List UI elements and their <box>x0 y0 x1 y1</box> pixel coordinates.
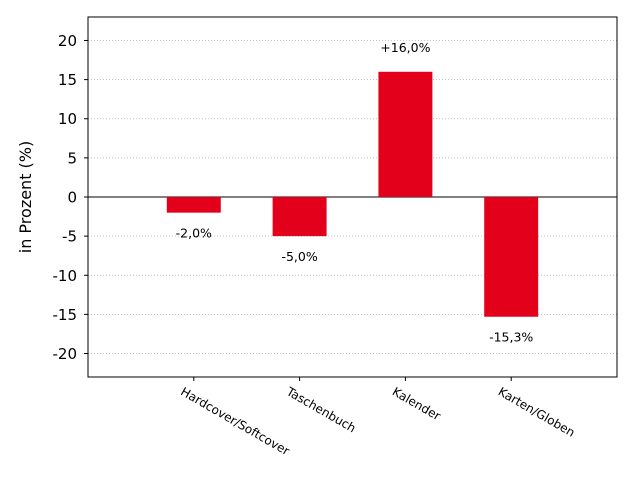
y-tick-label: 5 <box>67 149 77 167</box>
y-tick-label: 20 <box>58 32 77 50</box>
y-tick-label: -15 <box>53 306 78 324</box>
y-tick-label: -5 <box>62 228 77 246</box>
grid-lines <box>88 40 617 354</box>
y-axis-title: in Prozent (%) <box>16 141 35 253</box>
data-label: -5,0% <box>281 249 317 264</box>
x-tick-label: Taschenbuch <box>283 384 358 435</box>
x-tick-label: Karten/Globen <box>496 384 578 439</box>
data-label: -15,3% <box>489 330 533 345</box>
data-label: +16,0% <box>380 40 430 55</box>
bar <box>166 197 221 213</box>
y-tick-label: 0 <box>67 189 77 207</box>
bar <box>484 197 539 317</box>
bar <box>272 197 327 237</box>
bar <box>378 71 433 197</box>
plot-frame <box>87 16 618 378</box>
x-tick-label: Hardcover/Softcover <box>178 384 292 458</box>
data-labels: -2,0% -5,0% +16,0% -15,3% <box>176 40 534 345</box>
x-tick-label: Kalender <box>390 384 443 423</box>
y-tick-label: -10 <box>53 267 78 285</box>
y-tick-label: -20 <box>53 345 78 363</box>
data-label: -2,0% <box>176 226 212 241</box>
y-tick-label: 15 <box>58 71 77 89</box>
bars <box>166 71 539 317</box>
y-tick-label: 10 <box>58 110 77 128</box>
y-axis-ticks: 20 15 10 5 0 -5 -10 -15 -20 <box>53 32 88 363</box>
